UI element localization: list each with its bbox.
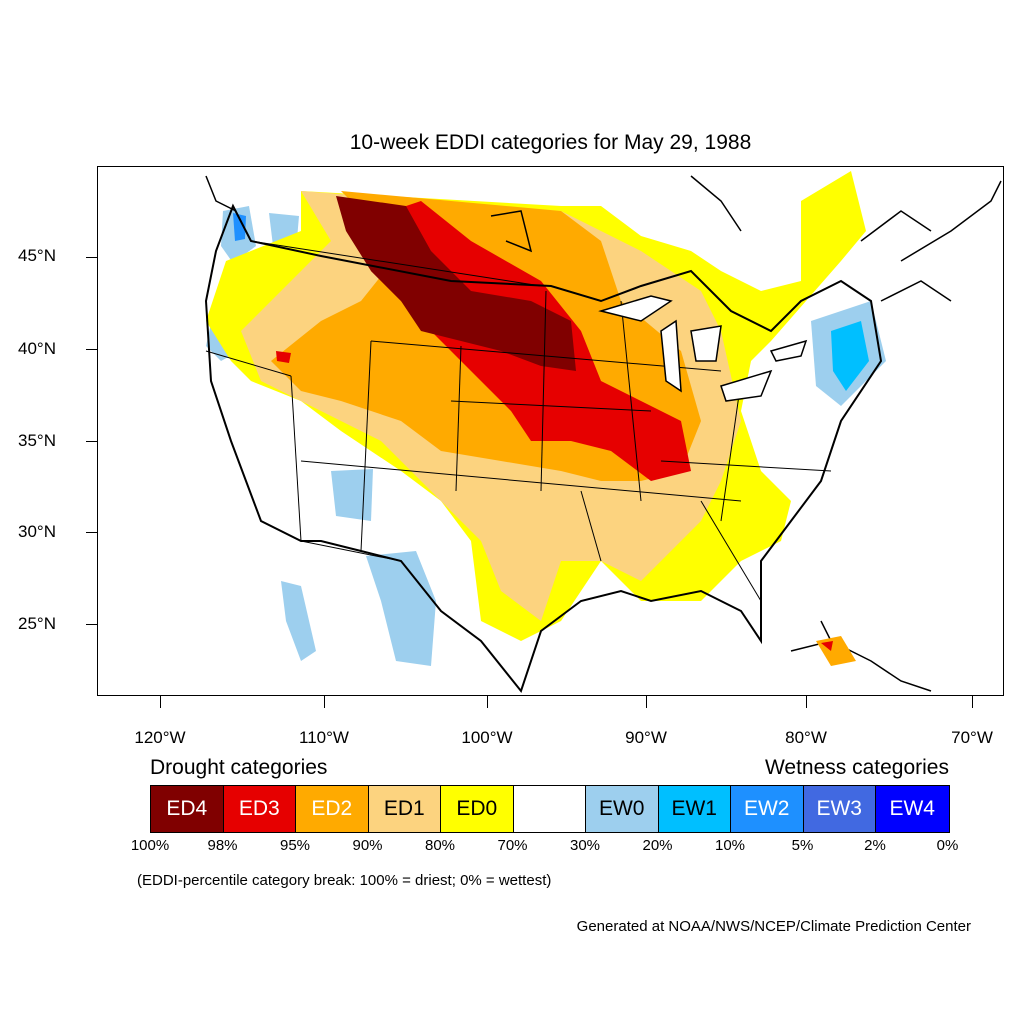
lon-tick (324, 696, 325, 708)
lon-tick (646, 696, 647, 708)
percentile-label: 2% (845, 837, 905, 854)
legend-box-normal (514, 786, 587, 832)
lat-tick (86, 624, 97, 625)
lat-label-40: 40°N (18, 339, 78, 359)
legend-box-ew0: EW0 (586, 786, 659, 832)
legend-note: (EDDI-percentile category break: 100% = … (137, 872, 551, 889)
lat-label-25: 25°N (18, 614, 78, 634)
lat-label-30: 30°N (18, 522, 78, 542)
lon-label-70w: 70°W (932, 728, 1012, 748)
lon-label-120w: 120°W (120, 728, 200, 748)
percentile-label: 95% (265, 837, 325, 854)
map-title: 10-week EDDI categories for May 29, 1988 (97, 131, 1004, 155)
drought-categories-heading: Drought categories (150, 756, 327, 780)
percentile-label: 70% (483, 837, 543, 854)
baja-wet-region (281, 581, 316, 661)
percentile-label: 5% (773, 837, 833, 854)
lat-label-45: 45°N (18, 246, 78, 266)
percentile-label: 98% (193, 837, 253, 854)
percentile-label: 100% (120, 837, 180, 854)
credit-line: Generated at NOAA/NWS/NCEP/Climate Predi… (577, 918, 971, 935)
legend-box-ed0: ED0 (441, 786, 514, 832)
caribbean-drought-spot (816, 636, 856, 666)
legend-box-ew3: EW3 (804, 786, 877, 832)
mexico-wet-region (366, 551, 436, 666)
legend-box-ew4: EW4 (876, 786, 949, 832)
lon-tick (487, 696, 488, 708)
legend-box-ed3: ED3 (224, 786, 297, 832)
lat-label-35: 35°N (18, 431, 78, 451)
lon-label-110w: 110°W (284, 728, 364, 748)
lon-tick (972, 696, 973, 708)
drought-map (97, 166, 1004, 696)
lat-tick (86, 349, 97, 350)
caribbean-islands (791, 621, 931, 691)
lon-tick (806, 696, 807, 708)
percentile-label: 0% (918, 837, 978, 854)
lat-tick (86, 441, 97, 442)
legend-box-ed1: ED1 (369, 786, 442, 832)
lat-tick (86, 532, 97, 533)
legend-box-ed2: ED2 (296, 786, 369, 832)
arizona-wet-region (331, 469, 373, 521)
lat-tick (86, 257, 97, 258)
legend-box-ed4: ED4 (151, 786, 224, 832)
percentile-label: 90% (338, 837, 398, 854)
category-legend: ED4 ED3 ED2 ED1 ED0 EW0 EW1 EW2 EW3 EW4 (150, 785, 950, 833)
legend-box-ew2: EW2 (731, 786, 804, 832)
lon-label-90w: 90°W (606, 728, 686, 748)
legend-box-ew1: EW1 (659, 786, 732, 832)
ed3-nevada-spot (276, 351, 291, 363)
percentile-label: 30% (555, 837, 615, 854)
percentile-label: 20% (628, 837, 688, 854)
lon-tick (160, 696, 161, 708)
lon-label-80w: 80°W (766, 728, 846, 748)
wetness-categories-heading: Wetness categories (765, 756, 949, 780)
percentile-label: 10% (700, 837, 760, 854)
percentile-label: 80% (410, 837, 470, 854)
us-map-svg (98, 167, 1004, 696)
lon-label-100w: 100°W (447, 728, 527, 748)
